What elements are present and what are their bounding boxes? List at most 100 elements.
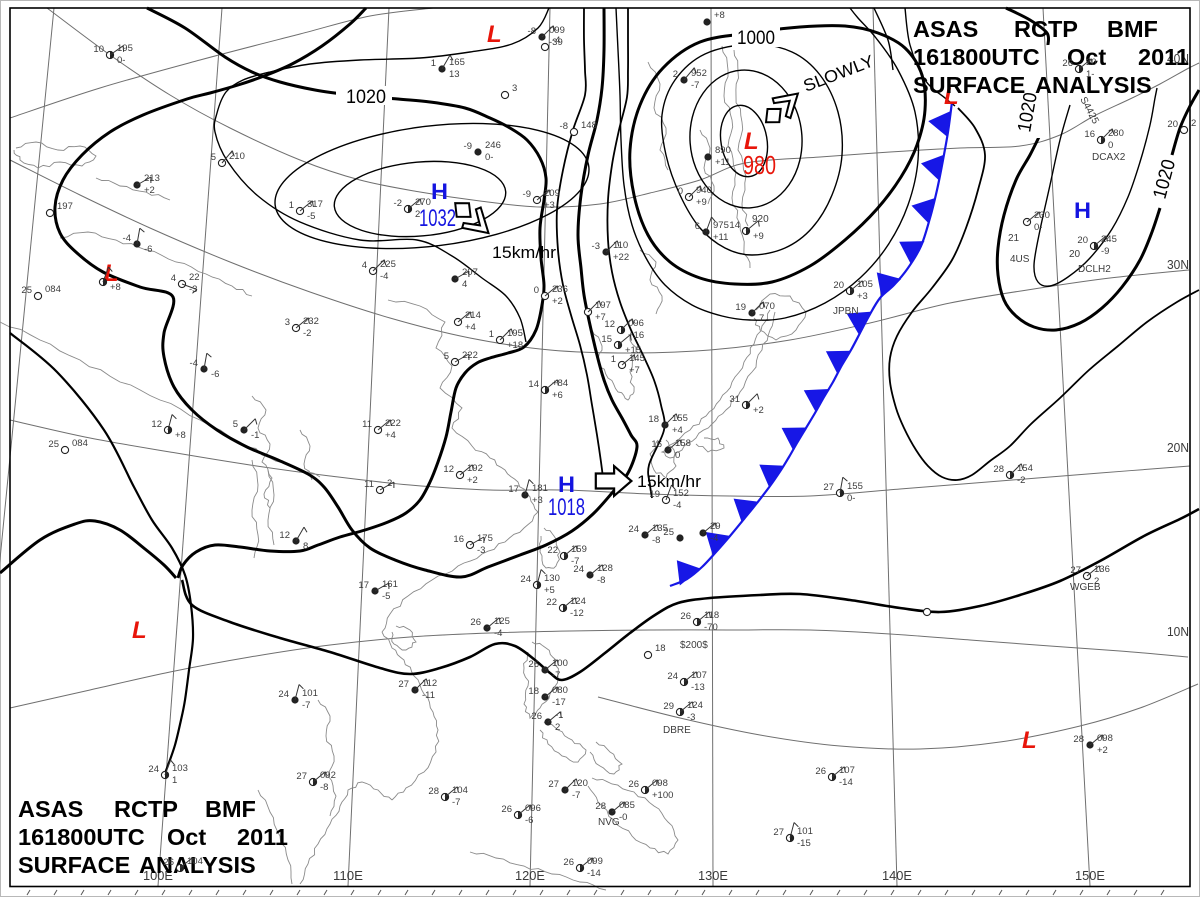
svg-text:WGEB: WGEB [1070,582,1101,593]
svg-text:084: 084 [72,438,88,449]
svg-text:4: 4 [462,279,467,290]
svg-text:16: 16 [453,534,464,545]
svg-text:29: 29 [663,701,674,712]
svg-text:070: 070 [759,301,775,312]
svg-text:JPBN: JPBN [833,306,859,317]
svg-text:107: 107 [691,670,707,681]
svg-text:+16: +16 [628,330,644,341]
svg-text:120: 120 [572,778,588,789]
svg-text:-8: -8 [652,535,660,546]
svg-text:130: 130 [544,573,560,584]
svg-text:1: 1 [489,329,494,340]
svg-text:20: 20 [1069,249,1081,260]
svg-text:29: 29 [710,521,721,532]
svg-text:100: 100 [552,658,568,669]
svg-text:317: 317 [307,199,323,210]
svg-text:112: 112 [422,678,437,689]
svg-text:101: 101 [797,826,813,837]
svg-text:+84: +84 [552,378,568,389]
svg-text:21: 21 [1008,233,1020,244]
svg-text:270: 270 [415,197,431,208]
svg-text:+11: +11 [715,157,730,168]
svg-text:25: 25 [48,439,59,450]
svg-text:26: 26 [815,766,826,777]
svg-text:+2: +2 [467,475,478,486]
svg-text:0-: 0- [485,152,493,163]
svg-text:-4: -4 [673,500,681,511]
svg-text:+4: +4 [385,430,396,441]
svg-text:-7: -7 [571,556,579,567]
svg-text:13: 13 [449,69,460,80]
svg-text:7: 7 [759,313,764,324]
svg-text:19: 19 [649,489,660,500]
svg-text:18: 18 [648,414,659,425]
svg-text:28: 28 [993,464,1004,475]
svg-text:31: 31 [729,394,740,405]
svg-text:4US: 4US [1010,254,1030,265]
svg-text:-7: -7 [452,797,460,808]
svg-text:150E: 150E [1075,868,1105,883]
svg-text:-39: -39 [549,37,563,48]
svg-text:26: 26 [163,857,174,868]
svg-text:-8: -8 [597,575,605,586]
svg-text:20: 20 [1077,235,1088,246]
svg-text:107: 107 [839,765,855,776]
svg-text:-9: -9 [523,189,531,200]
svg-text:104: 104 [452,785,468,796]
svg-text:20: 20 [1167,119,1178,130]
svg-text:-8: -8 [528,26,536,37]
svg-text:1: 1 [289,200,294,211]
svg-text:-6: -6 [525,815,533,826]
svg-text:2: 2 [673,69,678,80]
svg-text:L: L [132,617,147,644]
svg-text:148: 148 [581,120,597,131]
svg-text:20: 20 [833,280,844,291]
svg-text:165: 165 [449,57,465,68]
svg-text:Oct: Oct [1067,44,1106,70]
svg-text:175: 175 [477,533,493,544]
svg-text:124: 124 [570,596,586,607]
svg-text:11: 11 [364,479,374,490]
svg-text:26: 26 [501,804,512,815]
svg-text:152: 152 [673,488,689,499]
svg-text:2011: 2011 [1138,44,1189,70]
svg-text:+4: +4 [672,425,683,436]
svg-text:0-: 0- [117,55,125,66]
svg-text:245: 245 [1101,234,1117,245]
svg-text:12: 12 [151,419,162,430]
svg-text:30N: 30N [1167,257,1189,272]
svg-text:11: 11 [362,419,372,430]
svg-text:+22: +22 [613,252,629,263]
svg-text:-5: -5 [382,591,390,602]
svg-text:-3: -3 [189,284,197,295]
svg-text:161800UTC: 161800UTC [913,44,1040,70]
svg-text:26: 26 [531,711,542,722]
svg-text:155: 155 [672,413,688,424]
svg-text:+6: +6 [552,390,563,401]
svg-text:110: 110 [613,240,628,251]
svg-text:-13: -13 [691,682,705,693]
svg-text:0: 0 [675,450,680,461]
svg-text:+15: +15 [625,345,641,356]
svg-text:-14: -14 [839,777,853,788]
svg-text:24: 24 [573,564,584,575]
svg-text:-5: -5 [307,211,315,222]
svg-text:-4: -4 [190,358,198,369]
svg-text:161: 161 [382,579,398,590]
svg-text:-7: -7 [552,670,560,681]
svg-text:952: 952 [691,68,707,79]
svg-text:101: 101 [302,688,318,699]
svg-text:230: 230 [1034,210,1050,221]
svg-text:28: 28 [1073,734,1084,745]
svg-text:0: 0 [678,186,683,197]
svg-text:940: 940 [696,185,712,196]
svg-text:-2: -2 [303,328,311,339]
svg-text:22: 22 [189,272,200,283]
svg-text:-0: -0 [619,812,627,823]
svg-text:$200$: $200$ [680,640,708,651]
svg-text:890: 890 [715,145,731,156]
svg-text:1: 1 [611,354,616,365]
svg-text:+11: +11 [713,232,728,243]
svg-text:+3: +3 [857,291,868,302]
svg-text:-8: -8 [320,782,328,793]
